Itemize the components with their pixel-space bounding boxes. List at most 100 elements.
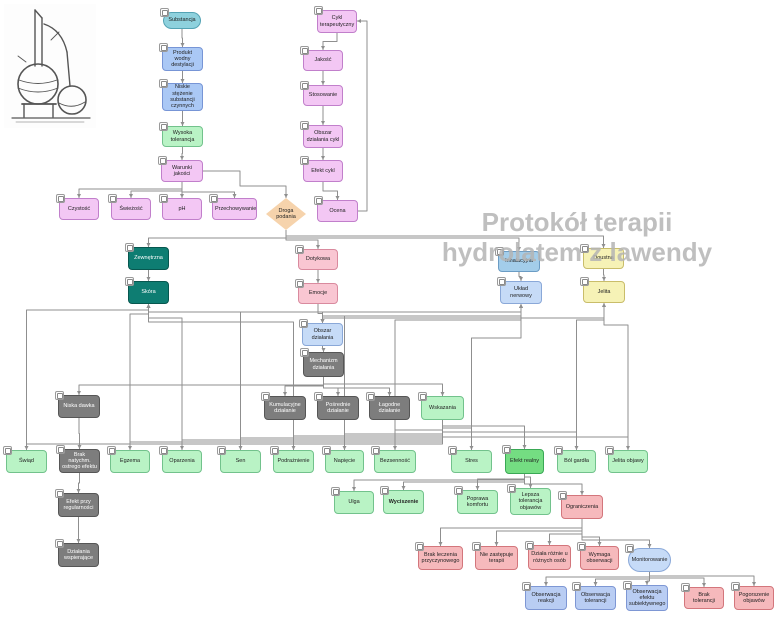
node-obszar-dzialania-cykl[interactable]: Obszar działania cykl [300, 121, 343, 148]
node-label: Produkt wodny destylacji [171, 49, 194, 69]
node-efekt-przy-regularnosci[interactable]: Efekt przy regularności [55, 489, 99, 517]
node-label: Przechowywanie [215, 205, 257, 212]
node-substancja[interactable]: Substancja [160, 8, 201, 29]
node-wysoka-tolerancja[interactable]: Wysoka tolerancja [159, 122, 203, 147]
edge-inhalacyjna-to-uklad-nerwowy [518, 272, 523, 281]
node-uklad-nerwowy[interactable]: Układ nerwowy [497, 277, 542, 304]
node-oparzenia[interactable]: Oparzenia [159, 446, 202, 473]
node-label: pH [178, 205, 186, 212]
node-badge-icon [558, 491, 567, 500]
node-badge-icon [625, 544, 634, 553]
node-badge-icon [295, 245, 304, 254]
node-swiezosc[interactable]: Świeżość [108, 194, 151, 220]
node-label: Łagodne działanie [378, 401, 401, 414]
node-label: Efekt przy regularności [63, 498, 94, 511]
node-brak-leczenia-przyczynowego[interactable]: Brak leczenia przyczynowego [415, 542, 463, 570]
node-ph[interactable]: pH [159, 194, 202, 220]
node-obszar-dzialania[interactable]: Obszar działania [299, 319, 343, 346]
edge-wysoka-tolerancja-to-warunki-jakosci [180, 147, 184, 160]
node-stosowanie[interactable]: Stosowanie [300, 81, 343, 106]
node-monitorowanie[interactable]: Monitorowanie [625, 544, 671, 572]
node-badge-icon [322, 446, 331, 455]
node-swiad[interactable]: Świąd [3, 446, 47, 473]
node-label: Obszar działania cykl [306, 130, 340, 143]
node-label: Ocena [329, 207, 346, 214]
node-brak-tolerancji[interactable]: Brak tolerancji [681, 583, 724, 609]
node-obserwacja-tolerancji[interactable]: Obserwacja tolerancji [572, 582, 616, 610]
node-badge-icon [522, 582, 531, 591]
node-label: Mechanizm działania [309, 358, 338, 371]
node-poprawa-komfortu[interactable]: Poprawa komfortu [454, 486, 498, 514]
node-mechanizm-dzialania[interactable]: Mechanizm działania [300, 348, 344, 377]
node-badge-icon [681, 583, 690, 592]
node-badge-icon [454, 486, 463, 495]
node-niskie-stezenie[interactable]: Niskie stężenie substancji czynnych [159, 79, 203, 111]
node-label: Inhalacyjna [505, 258, 533, 265]
node-nie-zastepuje-terapii[interactable]: Nie zastępuje terapii [472, 542, 518, 570]
node-label: Układ nerwowy [510, 286, 532, 299]
node-zewnetrzna[interactable]: Zewnętrzna [125, 243, 169, 270]
node-badge-icon [55, 391, 64, 400]
node-posrednie-dzialanie[interactable]: Pośrednie działanie [314, 392, 359, 420]
node-jelita[interactable]: Jelita [580, 277, 625, 303]
node-czystosc[interactable]: Czystość [56, 194, 99, 220]
node-lepsza-tolerancja-objawow[interactable]: Lepsza tolerancja objawów [507, 484, 551, 515]
node-jakosc[interactable]: Jakość [300, 46, 343, 71]
node-obserwacja-reakcji[interactable]: Obserwacja reakcji [522, 582, 567, 610]
node-dotykowa[interactable]: Dotykowa [295, 245, 338, 270]
node-lagodne-dzialanie[interactable]: Łagodne działanie [366, 392, 410, 420]
node-brak-natychmiastowego-efektu[interactable]: Brak natychm. ostrego efektu [56, 445, 100, 473]
node-label: Ból gardła [564, 458, 589, 465]
node-dziala-roznie[interactable]: Działa różnie u różnych osób [525, 541, 571, 570]
node-niska-dawka[interactable]: Niska dawka [55, 391, 100, 418]
node-wyciszenie[interactable]: Wyciszenie [380, 486, 424, 514]
node-egzema[interactable]: Egzema [107, 446, 150, 473]
node-przechowywanie[interactable]: Przechowywanie [209, 194, 257, 220]
node-badge-icon [314, 6, 323, 15]
node-stres[interactable]: Stres [448, 446, 492, 473]
node-bol-gardla[interactable]: Ból gardła [554, 446, 596, 473]
node-badge-icon [497, 277, 506, 286]
node-wymaga-obserwacji[interactable]: Wymaga obserwacji [577, 542, 619, 570]
node-podraznienie[interactable]: Podrażnienie [270, 446, 314, 473]
node-jelita-objawy[interactable]: Jelita objawy [605, 446, 648, 473]
node-label: Sen [235, 458, 246, 465]
node-emocje[interactable]: Emocje [295, 279, 338, 304]
node-dzialania-wspierajace[interactable]: Działania wspierające [55, 539, 99, 567]
node-label: Czystość [67, 205, 91, 212]
node-badge-icon [300, 348, 309, 357]
node-napiecie[interactable]: Napięcie [322, 446, 364, 473]
node-label: Pogorszenie objawów [738, 591, 770, 604]
node-skora[interactable]: Skóra [125, 277, 169, 304]
node-cykl-terapeutyczny[interactable]: Cykl terapeutyczny [314, 6, 357, 33]
node-badge-icon [55, 539, 64, 548]
node-ocena[interactable]: Ocena [314, 196, 358, 222]
edge-obszar-dzialania-to-mechanizm-dzialania [321, 346, 326, 352]
node-efekt-realny[interactable]: Efekt realny [502, 445, 544, 474]
node-badge-icon [125, 277, 134, 286]
node-label: Brak leczenia przyczynowego [421, 551, 460, 564]
node-ograniczenia[interactable]: Ograniczenia [558, 491, 603, 519]
node-bezsennosc[interactable]: Bezsenność [371, 446, 416, 473]
node-pogorszenie-objawow[interactable]: Pogorszenie objawów [731, 582, 774, 610]
node-efekt-cykl[interactable]: Efekt cykl [300, 156, 343, 182]
node-badge-icon [160, 8, 169, 17]
node-label: Wyciszenie [388, 498, 419, 505]
node-label: Lepsza tolerancja objawów [518, 492, 543, 511]
node-kumulacyjne-dzialanie[interactable]: Kumulacyjne działanie [261, 392, 306, 420]
node-doustna[interactable]: Doustna [580, 244, 624, 269]
node-label: Efekt realny [509, 458, 540, 465]
node-badge-icon [623, 581, 632, 590]
node-inhalacyjna[interactable]: Inhalacyjna [495, 247, 540, 272]
node-produkt-wodny-destylacji[interactable]: Produkt wodny destylacji [159, 43, 203, 71]
node-label: Działania wspierające [63, 548, 94, 561]
node-label: Obserwacja efektu subiektywnego [629, 588, 666, 608]
node-badge-icon [331, 487, 340, 496]
node-droga-podania[interactable]: Droga podania [266, 198, 306, 230]
node-obserwacja-efektu-subiektywnego[interactable]: Obserwacja efektu subiektywnego [623, 581, 668, 611]
node-ulga[interactable]: Ulga [331, 487, 374, 514]
node-wskazania[interactable]: Wskazania [418, 392, 464, 420]
node-warunki-jakosci[interactable]: Warunki jakości [158, 156, 203, 182]
node-sen[interactable]: Sen [217, 446, 261, 473]
